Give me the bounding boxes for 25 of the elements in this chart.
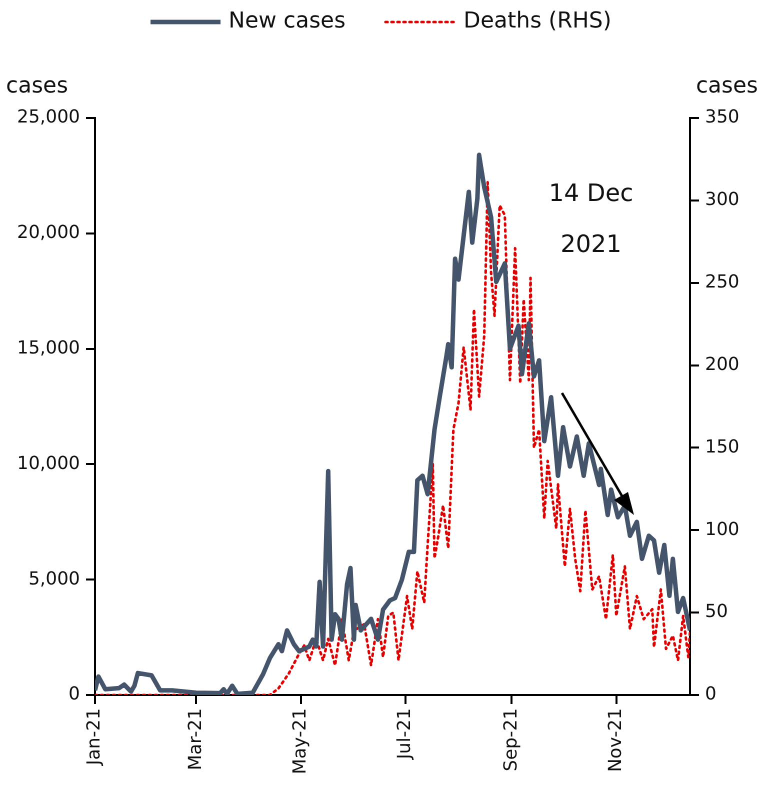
x-tick-label: Jan-21 [84, 708, 105, 766]
annotation: 14 Dec 2021 [548, 178, 634, 260]
y-tick-label: 0 [68, 684, 80, 705]
y2-tick-label: 0 [705, 684, 716, 705]
legend-label: New cases [228, 8, 346, 34]
x-tick-label: May-21 [289, 708, 310, 774]
y2-tick-label: 150 [705, 436, 740, 458]
y-tick-label: 5,000 [28, 568, 80, 590]
y-tick-label: 15,000 [17, 337, 80, 358]
y2-tick-label: 100 [705, 518, 740, 540]
y2-tick-label: 50 [705, 601, 728, 622]
y2-tick-label: 350 [705, 106, 740, 128]
legend-label: Deaths (RHS) [464, 8, 612, 34]
y-tick-label: 20,000 [17, 222, 80, 244]
y2-axis-title: cases [696, 74, 758, 99]
y-tick-label: 25,000 [17, 106, 80, 128]
y-tick-label: 10,000 [17, 452, 80, 474]
x-tick-label: Sep-21 [500, 708, 522, 772]
x-tick-label: Nov-21 [604, 708, 626, 772]
y2-tick-label: 300 [705, 189, 740, 210]
y-axis-title: cases [6, 74, 68, 99]
y2-tick-label: 200 [705, 354, 740, 375]
x-tick-label: Mar-21 [184, 708, 206, 770]
y2-tick-label: 250 [705, 272, 740, 293]
x-tick-label: Jul-21 [394, 708, 416, 760]
